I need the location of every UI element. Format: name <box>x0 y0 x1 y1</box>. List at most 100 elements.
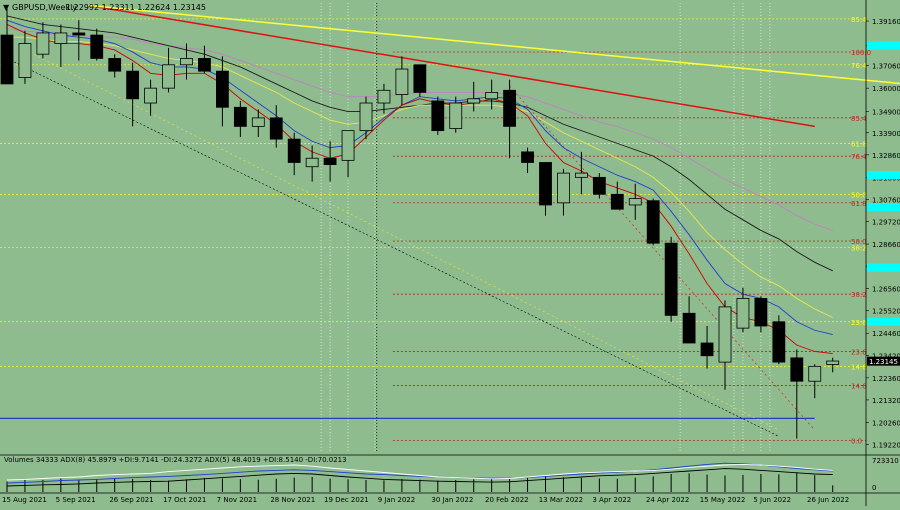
chart-arrow-icon: ▼ <box>3 3 10 12</box>
candle[interactable] <box>198 45 211 74</box>
candle-body <box>431 100 445 132</box>
indicator-line-adx-plus <box>6 462 833 484</box>
candle[interactable] <box>269 105 283 148</box>
candle[interactable] <box>700 326 714 369</box>
candle-body <box>754 297 768 327</box>
candle-body <box>485 92 499 100</box>
candle-body <box>305 157 319 168</box>
time-axis-label: 30 Jan 2022 <box>431 496 473 504</box>
symbol-label: GBPUSD,Weekly <box>12 3 77 12</box>
candle[interactable] <box>521 147 534 174</box>
candle-body <box>395 68 409 95</box>
candle[interactable] <box>718 300 732 390</box>
ohlc-label: 1.22992 1.23311 1.22624 1.23145 <box>66 3 206 12</box>
fib-level-label: 38.2 <box>851 244 867 252</box>
candle-body <box>215 70 229 108</box>
candle[interactable] <box>18 30 32 84</box>
candle-body <box>251 117 265 127</box>
candle[interactable] <box>449 96 463 133</box>
candle-body <box>575 172 588 178</box>
fib-level-label: 0.0 <box>851 438 862 446</box>
candle[interactable] <box>126 62 140 127</box>
candle[interactable] <box>664 236 678 322</box>
candle[interactable] <box>215 56 229 127</box>
candle[interactable] <box>503 79 517 159</box>
candle[interactable] <box>539 162 552 216</box>
fib-level-label: 14.6 <box>851 363 867 371</box>
candle[interactable] <box>323 141 337 182</box>
price-tick-label: 1.37060 <box>872 63 900 71</box>
candle[interactable] <box>377 83 391 114</box>
candle-body <box>377 89 391 104</box>
candle-body <box>54 32 68 44</box>
candle[interactable] <box>341 130 355 178</box>
candle[interactable] <box>359 96 373 140</box>
candle-body <box>126 70 140 100</box>
candle-body <box>198 58 211 72</box>
candle[interactable] <box>233 100 247 138</box>
time-axis-label: 26 Sep 2021 <box>109 496 153 504</box>
moving-average-red <box>6 24 833 355</box>
candle[interactable] <box>682 296 696 344</box>
candle[interactable] <box>575 151 588 195</box>
candle[interactable] <box>305 145 319 182</box>
price-tick-label: 1.30760 <box>872 196 900 204</box>
candle[interactable] <box>628 183 642 220</box>
candle[interactable] <box>736 287 750 333</box>
candle[interactable] <box>54 24 68 67</box>
fib-level-label: 50.0 <box>851 191 867 199</box>
time-axis-label: 24 Apr 2022 <box>646 496 689 504</box>
candle[interactable] <box>808 364 822 399</box>
candle[interactable] <box>485 79 499 110</box>
time-axis-label: 3 Apr 2022 <box>592 496 631 504</box>
time-axis-label: 19 Dec 2021 <box>324 496 369 504</box>
candle[interactable] <box>413 64 427 97</box>
candle-body <box>0 34 14 85</box>
candle-body <box>108 58 122 72</box>
candle[interactable] <box>592 173 606 199</box>
candle[interactable] <box>180 43 193 80</box>
candle[interactable] <box>557 168 570 216</box>
candle-body <box>467 98 481 104</box>
candle-body <box>521 151 534 163</box>
fib-level-label: 85.4 <box>851 16 867 24</box>
candle-body <box>628 198 642 206</box>
candle-body <box>718 306 732 363</box>
candle-body <box>539 162 552 206</box>
time-axis-label: 7 Nov 2021 <box>217 496 257 504</box>
time-axis-label: 13 Mar 2022 <box>539 496 583 504</box>
time-axis-label: 5 Sep 2021 <box>56 496 96 504</box>
price-tick-label: 1.25520 <box>872 308 900 316</box>
candle[interactable] <box>162 47 175 93</box>
candle[interactable] <box>754 296 768 333</box>
candle[interactable] <box>395 56 409 106</box>
candle[interactable] <box>36 22 50 59</box>
candle[interactable] <box>251 109 265 138</box>
time-axis-label: 20 Feb 2022 <box>485 496 529 504</box>
time-axis-label: 15 May 2022 <box>700 496 746 504</box>
candle[interactable] <box>0 7 14 85</box>
volume-axis-label: 723310 <box>872 457 899 465</box>
candle-body <box>359 102 373 132</box>
candle[interactable] <box>72 20 86 61</box>
fib-level-label: 100.0 <box>851 49 871 57</box>
candle-body <box>736 297 750 329</box>
indicator-line-adx-main <box>6 463 833 481</box>
candle[interactable] <box>287 132 301 176</box>
candle-body <box>341 130 355 161</box>
candle[interactable] <box>431 96 445 135</box>
candle[interactable] <box>108 54 122 78</box>
time-axis-label: 5 Jun 2022 <box>753 496 791 504</box>
candle[interactable] <box>772 315 786 365</box>
candle[interactable] <box>646 198 660 246</box>
candle[interactable] <box>144 79 158 116</box>
candle[interactable] <box>610 181 624 210</box>
candle[interactable] <box>826 357 840 373</box>
candle[interactable] <box>90 28 104 61</box>
price-tick-label: 1.26560 <box>872 286 900 294</box>
candle-body <box>826 360 840 365</box>
candle[interactable] <box>467 81 481 112</box>
candle[interactable] <box>790 349 804 439</box>
